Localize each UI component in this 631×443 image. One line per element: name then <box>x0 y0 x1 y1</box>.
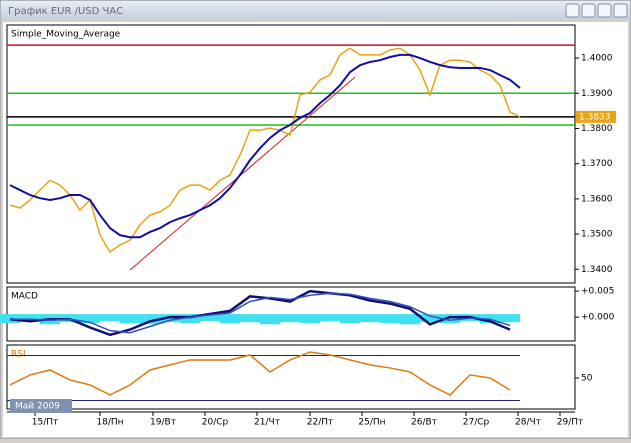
histogram-bar <box>100 314 120 322</box>
price-tick-label: 1.3800 <box>581 124 613 134</box>
x-tick-label: 26/Вт <box>411 418 437 428</box>
histogram-bar <box>120 314 140 324</box>
window-title: График EUR /USD ЧАС <box>8 6 123 17</box>
histogram-bar <box>500 314 520 323</box>
price-tick-label: 1.4000 <box>581 54 613 64</box>
histogram-bar <box>260 314 280 325</box>
histogram-bar <box>200 314 220 322</box>
signal-line <box>10 292 511 334</box>
period-box <box>10 399 72 413</box>
price-tick-label: 1.3400 <box>581 265 613 275</box>
indicator-label: Simple_Moving_Average <box>11 30 121 40</box>
current-price-label: 1.3833 <box>579 112 611 122</box>
macd-label: MACD <box>11 292 38 302</box>
price-tick-label: 1.3600 <box>581 194 613 204</box>
x-tick-label: 27/Ср <box>463 418 490 428</box>
x-tick-label: 18/Пн <box>96 418 123 428</box>
maximize-button[interactable] <box>597 3 612 18</box>
histogram-bar <box>340 314 360 324</box>
histogram-bar <box>240 314 260 323</box>
histogram-bar <box>380 314 400 324</box>
histogram-bar <box>180 314 200 324</box>
x-tick-label: 19/Вт <box>150 418 176 428</box>
x-tick-label: 28/Чт <box>515 418 541 428</box>
sma-line <box>9 53 521 239</box>
x-tick-label: 22/Пт <box>307 418 334 428</box>
histogram-bar <box>360 314 380 323</box>
trend-line <box>129 76 356 271</box>
title-bar <box>1 1 630 20</box>
rsi-line <box>9 351 511 396</box>
x-tick-label: 15/Пт <box>32 418 59 428</box>
histogram-bar <box>420 314 440 323</box>
x-tick-label: 29/Пт <box>557 418 584 428</box>
macd-line <box>9 289 511 337</box>
current-price-box <box>576 110 616 123</box>
histogram-bar <box>440 314 460 324</box>
x-tick-label: 21/Чт <box>254 418 280 428</box>
rsi-tick-label: 50 <box>581 373 593 383</box>
rsi-label: RSI <box>11 350 26 360</box>
histogram-bar <box>320 314 340 322</box>
restore-button[interactable] <box>581 3 596 18</box>
price-tick-label: 1.3700 <box>581 159 613 169</box>
macd-tick-label: +0.005 <box>581 287 614 297</box>
price-tick-label: 1.3500 <box>581 230 613 240</box>
macd-panel <box>6 286 576 342</box>
main-panel <box>6 24 576 284</box>
histogram-bar <box>140 314 160 325</box>
x-tick-label: 20/Ср <box>202 418 229 428</box>
histogram-bar <box>20 314 40 322</box>
price-tick-label: 1.3900 <box>581 89 613 99</box>
minimize-button[interactable] <box>565 3 580 18</box>
histogram-bar <box>400 314 420 325</box>
chart-area <box>3 22 628 437</box>
close-button[interactable] <box>613 3 628 18</box>
histogram-bar <box>280 314 300 323</box>
histogram-bar <box>300 314 320 324</box>
rsi-panel <box>6 344 576 410</box>
price-line <box>9 47 521 254</box>
histogram-bar <box>80 314 100 324</box>
macd-tick-label: +0.000 <box>581 313 615 323</box>
period-label: Май 2009 <box>15 402 60 412</box>
x-tick-label: 25/Пн <box>358 418 385 428</box>
histogram-bar <box>220 314 240 324</box>
